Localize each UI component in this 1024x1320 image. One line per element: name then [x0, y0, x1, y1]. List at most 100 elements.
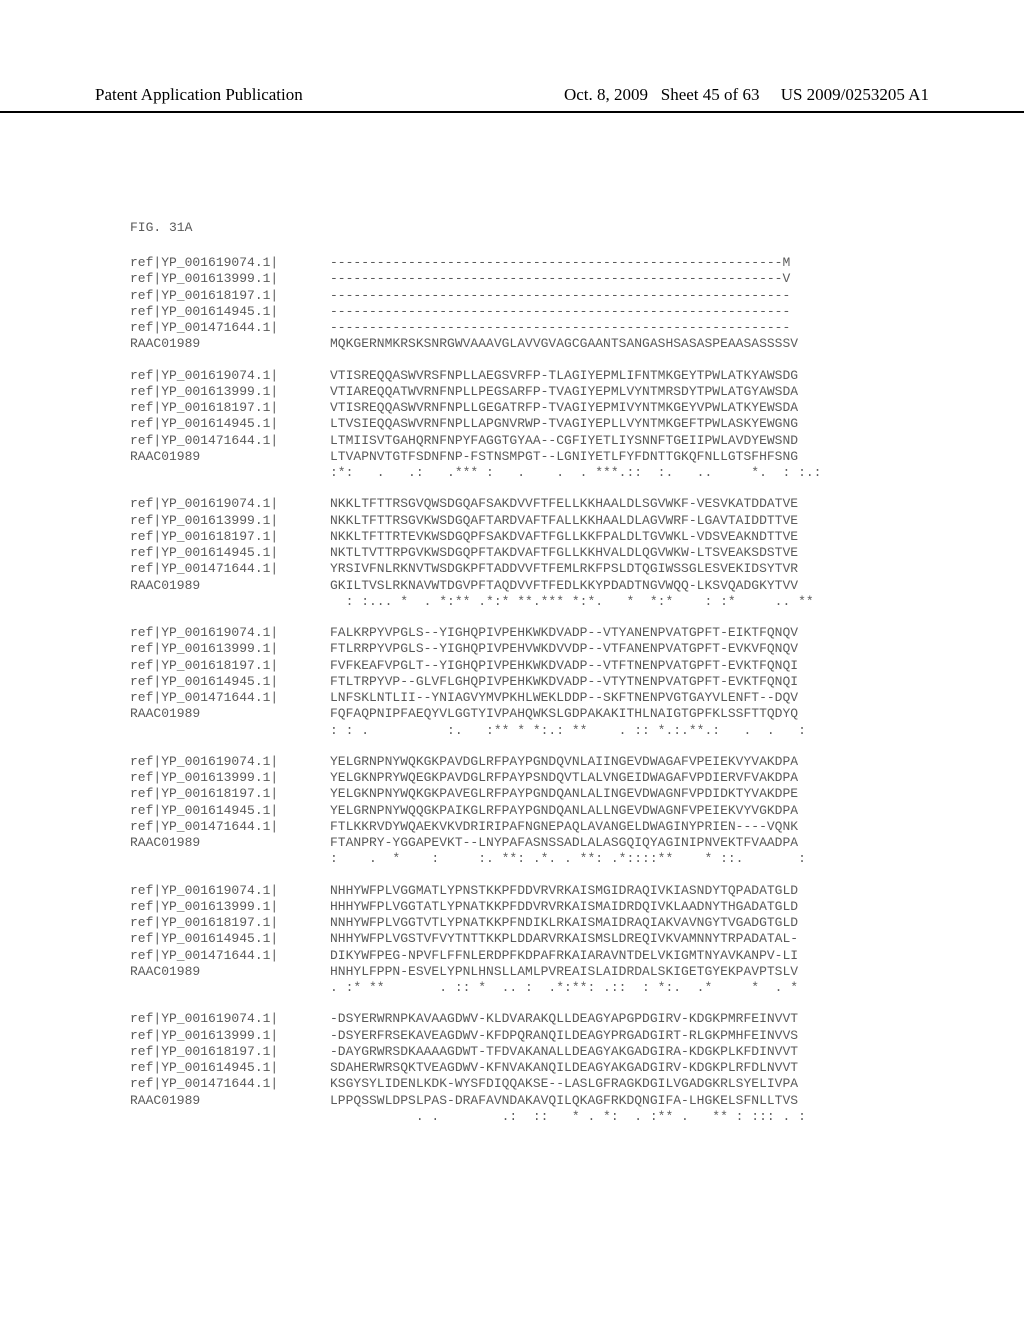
sequence-data: -DSYERFRSEKAVEAGDWV-KFDPQRANQILDEAGYPRGA… [330, 1028, 798, 1044]
sequence-label: ref|YP_001619074.1| [130, 496, 330, 512]
alignment-block: ref|YP_001619074.1| YELGRNPNYWQKGKPAVDGL… [130, 754, 821, 868]
alignment-row: ref|YP_001619074.1| NKKLTFTTRSGVQWSDGQAF… [130, 496, 821, 512]
alignment-row: ref|YP_001618197.1| --------------------… [130, 288, 821, 304]
sequence-label: RAAC01989 [130, 706, 330, 722]
sequence-label: RAAC01989 [130, 578, 330, 594]
sequence-label: ref|YP_001613999.1| [130, 1028, 330, 1044]
sequence-label: ref|YP_001613999.1| [130, 513, 330, 529]
sequence-data: NKKLTFTTRTEVKWSDGQPFSAKDVAFTFGLLKKFPALDL… [330, 529, 798, 545]
consensus-row: . . .: :: * . *: . :** . ** : ::: . : [130, 1109, 821, 1125]
alignment-row: ref|YP_001614945.1| NKTLTVTTRPGVKWSDGQPF… [130, 545, 821, 561]
consensus-data: : :... * . *:** .*:* **.*** *:*. * *:* :… [330, 594, 814, 610]
sequence-label: RAAC01989 [130, 964, 330, 980]
sequence-label: RAAC01989 [130, 835, 330, 851]
figure-label: FIG. 31A [130, 220, 192, 235]
sequence-label: RAAC01989 [130, 1093, 330, 1109]
sequence-data: YRSIVFNLRKNVTWSDGKPFTADDVVFTFEMLRKFPSLDT… [330, 561, 798, 577]
consensus-label [130, 465, 330, 481]
alignment-row: ref|YP_001614945.1| SDAHERWRSQKTVEAGDWV-… [130, 1060, 821, 1076]
sequence-label: ref|YP_001619074.1| [130, 754, 330, 770]
sequence-label: ref|YP_001618197.1| [130, 288, 330, 304]
sequence-data: NKKLTFTTRSGVKWSDGQAFTARDVAFTFALLKKHAALDL… [330, 513, 798, 529]
alignment-row: ref|YP_001613999.1| --------------------… [130, 271, 821, 287]
sequence-data: KSGYSYLIDENLKDK-WYSFDIQQAKSE--LASLGFRAGK… [330, 1076, 798, 1092]
consensus-data: :*: . .: .*** : . . . ***.:: :. .. *. : … [330, 465, 821, 481]
consensus-label [130, 723, 330, 739]
sequence-label: ref|YP_001614945.1| [130, 803, 330, 819]
sequence-data: YELGKNPRYWQEGKPAVDGLRFPAYPSNDQVTLALVNGEI… [330, 770, 798, 786]
alignment-row: ref|YP_001471644.1| YRSIVFNLRKNVTWSDGKPF… [130, 561, 821, 577]
sequence-data: HNHYLFPPN-ESVELYPNLHNSLLAMLPVREAISLAIDRD… [330, 964, 798, 980]
consensus-data: . :* ** . :: * .. : .*:**: .:: : *:. .* … [330, 980, 798, 996]
consensus-data: . . .: :: * . *: . :** . ** : ::: . : [330, 1109, 806, 1125]
sequence-data: -DSYERWRNPKAVAAGDWV-KLDVARAKQLLDEAGYAPGP… [330, 1011, 798, 1027]
consensus-label [130, 1109, 330, 1125]
alignment-row: ref|YP_001614945.1| --------------------… [130, 304, 821, 320]
sequence-label: ref|YP_001619074.1| [130, 255, 330, 271]
sequence-label: ref|YP_001613999.1| [130, 770, 330, 786]
sequence-data: NHHYWFPLVGGMATLYPNSTKKPFDDVRVRKAISMGIDRA… [330, 883, 798, 899]
alignment-row: ref|YP_001613999.1| VTIAREQQATWVRNFNPLLP… [130, 384, 821, 400]
sequence-data: MQKGERNMKRSKSNRGWVAAAVGLAVVGVAGCGAANTSAN… [330, 336, 798, 352]
alignment-row: RAAC01989 GKILTVSLRKNAVWTDGVPFTAQDVVFTFE… [130, 578, 821, 594]
sequence-label: ref|YP_001471644.1| [130, 948, 330, 964]
alignment-row: ref|YP_001618197.1| NNHYWFPLVGGTVTLYPNAT… [130, 915, 821, 931]
alignment-row: ref|YP_001613999.1| -DSYERFRSEKAVEAGDWV-… [130, 1028, 821, 1044]
sequence-label: ref|YP_001619074.1| [130, 625, 330, 641]
alignment-row: RAAC01989 HNHYLFPPN-ESVELYPNLHNSLLAMLPVR… [130, 964, 821, 980]
sequence-data: -DAYGRWRSDKAAAAGDWT-TFDVAKANALLDEAGYAKGA… [330, 1044, 798, 1060]
sequence-data: ----------------------------------------… [330, 304, 790, 320]
sequence-label: ref|YP_001613999.1| [130, 641, 330, 657]
sequence-data: ----------------------------------------… [330, 255, 790, 271]
sequence-data: FALKRPYVPGLS--YIGHQPIVPEHKWKDVADP--VTYAN… [330, 625, 798, 641]
alignment-block: ref|YP_001619074.1| NKKLTFTTRSGVQWSDGQAF… [130, 496, 821, 610]
consensus-label [130, 594, 330, 610]
sequence-label: ref|YP_001614945.1| [130, 416, 330, 432]
sequence-label: ref|YP_001618197.1| [130, 658, 330, 674]
sequence-data: LTVAPNVTGTFSDNFNP-FSTNSMPGT--LGNIYETLFYF… [330, 449, 798, 465]
consensus-label [130, 851, 330, 867]
consensus-row: . :* ** . :: * .. : .*:**: .:: : *:. .* … [130, 980, 821, 996]
sequence-data: GKILTVSLRKNAVWTDGVPFTAQDVVFTFEDLKKYPDADT… [330, 578, 798, 594]
sequence-data: YELGRNPNYWQKGKPAVDGLRFPAYPGNDQVNLAIINGEV… [330, 754, 798, 770]
sequence-data: FVFKEAFVPGLT--YIGHQPIVPEHKWKDVADP--VTFTN… [330, 658, 798, 674]
alignment-row: ref|YP_001619074.1| -DSYERWRNPKAVAAGDWV-… [130, 1011, 821, 1027]
sequence-label: ref|YP_001471644.1| [130, 320, 330, 336]
sequence-label: ref|YP_001614945.1| [130, 1060, 330, 1076]
consensus-data: : . * : :. **: .*. . **: .*::::** * ::. … [330, 851, 806, 867]
sequence-data: YELGRNPNYWQQGKPAIKGLRFPAYPGNDQANLALLNGEV… [330, 803, 798, 819]
sequence-data: FTLKKRVDYWQAEKVKVDRIRIPAFNGNEPAQLAVANGEL… [330, 819, 798, 835]
sequence-label: ref|YP_001614945.1| [130, 304, 330, 320]
sequence-data: LNFSKLNTLII--YNIAGVYMVPKHLWEKLDDP--SKFTN… [330, 690, 798, 706]
alignment-row: ref|YP_001614945.1| FTLTRPYVP--GLVFLGHQP… [130, 674, 821, 690]
sequence-label: ref|YP_001471644.1| [130, 1076, 330, 1092]
alignment-row: ref|YP_001619074.1| --------------------… [130, 255, 821, 271]
alignment-block: ref|YP_001619074.1| NHHYWFPLVGGMATLYPNST… [130, 883, 821, 997]
sequence-label: ref|YP_001613999.1| [130, 384, 330, 400]
alignment-row: ref|YP_001471644.1| LTMIISVTGAHQRNFNPYFA… [130, 433, 821, 449]
header-right: Oct. 8, 2009 Sheet 45 of 63 US 2009/0253… [564, 85, 929, 105]
sequence-data: NNHYWFPLVGGTVTLYPNATKKPFNDIKLRKAISMAIDRA… [330, 915, 798, 931]
sequence-label: ref|YP_001618197.1| [130, 529, 330, 545]
sequence-label: ref|YP_001619074.1| [130, 368, 330, 384]
consensus-row: : . * : :. **: .*. . **: .*::::** * ::. … [130, 851, 821, 867]
sequence-data: LPPQSSWLDPSLPAS-DRAFAVNDAKAVQILQKAGFRKDQ… [330, 1093, 798, 1109]
sequence-data: FQFAQPNIPFAEQYVLGGTYIVPAHQWKSLGDPAKAKITH… [330, 706, 798, 722]
sequence-label: ref|YP_001613999.1| [130, 899, 330, 915]
alignment-row: ref|YP_001613999.1| HHHYWFPLVGGTATLYPNAT… [130, 899, 821, 915]
alignment-row: ref|YP_001614945.1| YELGRNPNYWQQGKPAIKGL… [130, 803, 821, 819]
sequence-data: LTVSIEQQASWVRNFNPLLAPGNVRWP-TVAGIYEPLLVY… [330, 416, 798, 432]
header-date: Oct. 8, 2009 [564, 85, 648, 104]
sequence-label: ref|YP_001614945.1| [130, 931, 330, 947]
consensus-row: : : . :. :** * *:.: ** . :: *.:.**.: . .… [130, 723, 821, 739]
alignment-block: ref|YP_001619074.1| --------------------… [130, 255, 821, 353]
sequence-label: ref|YP_001471644.1| [130, 819, 330, 835]
sequence-data: ----------------------------------------… [330, 320, 790, 336]
alignment-container: ref|YP_001619074.1| --------------------… [130, 255, 821, 1140]
alignment-row: RAAC01989 MQKGERNMKRSKSNRGWVAAAVGLAVVGVA… [130, 336, 821, 352]
sequence-label: ref|YP_001471644.1| [130, 433, 330, 449]
sequence-data: FTLTRPYVP--GLVFLGHQPIVPEHKWKDVADP--VTYTN… [330, 674, 798, 690]
sequence-label: ref|YP_001618197.1| [130, 786, 330, 802]
sequence-label: ref|YP_001614945.1| [130, 545, 330, 561]
alignment-row: ref|YP_001619074.1| NHHYWFPLVGGMATLYPNST… [130, 883, 821, 899]
